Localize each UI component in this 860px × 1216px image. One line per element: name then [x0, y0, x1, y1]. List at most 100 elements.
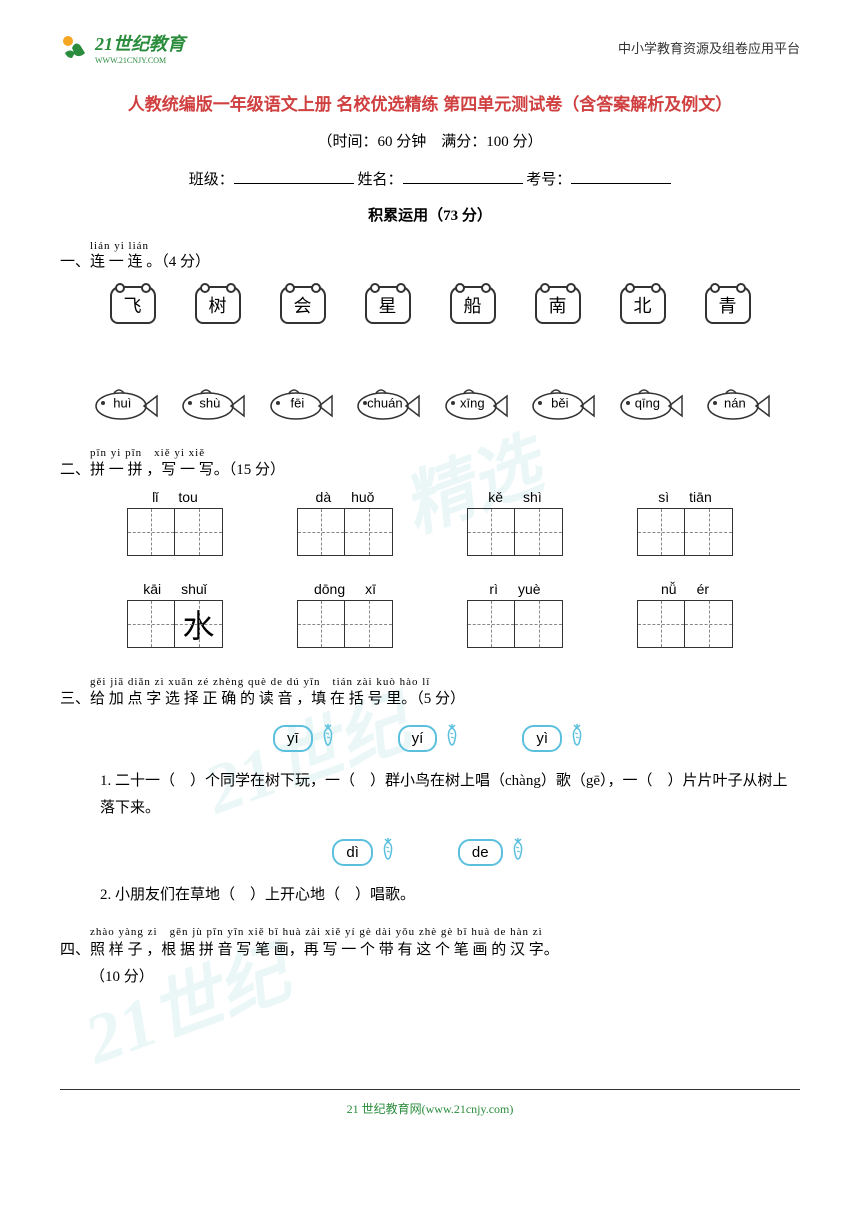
char-tag: 飞	[110, 286, 156, 324]
fish-item: běi	[526, 384, 596, 424]
fish-item: qīng	[614, 384, 684, 424]
tian-box[interactable]	[685, 600, 733, 648]
carrot-option: dì	[332, 837, 398, 867]
grid-boxes	[637, 600, 733, 648]
question-4: zhào yàng zi gēn jù pīn yīn xiě bǐ huà z…	[60, 924, 800, 989]
grid-labels: sìtiān	[658, 489, 711, 505]
logo-icon	[60, 33, 90, 63]
carrot-option: yí	[398, 723, 463, 753]
grid-boxes	[467, 600, 563, 648]
page-header: 21世纪教育 WWW.21CNJY.COM 中小学教育资源及组卷应用平台	[60, 30, 800, 65]
grid-row-1: lǐtou dàhuǒ kěshì sìtiān	[90, 489, 770, 556]
q1-text: 一、连 一 连 。（4 分）	[60, 254, 210, 270]
question-3: gěi jiā diǎn zì xuǎn zé zhèng què de dú …	[60, 673, 800, 708]
grid-labels: rìyuè	[489, 581, 540, 597]
fish-text: xīng	[460, 396, 485, 411]
char-tag: 星	[365, 286, 411, 324]
tian-box[interactable]	[467, 508, 515, 556]
tian-box[interactable]	[127, 508, 175, 556]
tian-box[interactable]	[127, 600, 175, 648]
page-title: 人教统编版一年级语文上册 名校优选精练 第四单元测试卷（含答案解析及例文）	[60, 90, 800, 115]
carrot-option: yì	[522, 723, 587, 753]
grid-labels: kěshì	[488, 489, 541, 505]
grid-boxes	[467, 508, 563, 556]
q4-text: 四、照 样 子 ，根 据 拼 音 写 笔 画，再 写 一 个 带 有 这 个 笔…	[60, 942, 559, 958]
fish-item: nán	[701, 384, 771, 424]
tian-box[interactable]	[345, 600, 393, 648]
fish-item: fēi	[264, 384, 334, 424]
grid-pair: nǚér	[637, 581, 733, 648]
grid-pair: dōngxī	[297, 581, 393, 648]
carrot-icon	[378, 837, 398, 867]
grid-pair: dàhuǒ	[297, 489, 393, 556]
fish-text: qīng	[635, 396, 660, 411]
tian-box[interactable]	[297, 508, 345, 556]
name-blank[interactable]	[403, 166, 523, 184]
grid-boxes	[127, 508, 223, 556]
grid-pair: lǐtou	[127, 489, 223, 556]
logo: 21世纪教育 WWW.21CNJY.COM	[60, 30, 185, 65]
grid-labels: dàhuǒ	[316, 489, 375, 505]
char-tag: 南	[535, 286, 581, 324]
tian-box[interactable]	[685, 508, 733, 556]
section-score: （73 分）	[428, 208, 492, 224]
grid-labels: lǐtou	[152, 489, 198, 505]
char-tag: 会	[280, 286, 326, 324]
q2-text: 二、拼 一 拼 ，写 一 写。（15 分）	[60, 462, 285, 478]
footer-text: 21 世纪教育网(www.21cnjy.com)	[60, 1100, 800, 1117]
tian-box[interactable]	[637, 508, 685, 556]
q3-sub1: 1. 二十一（ ）个同学在树下玩，一（ ）群小鸟在树上唱（chàng）歌（gē）…	[100, 768, 800, 822]
char-tag: 青	[705, 286, 751, 324]
class-label: 班级：	[189, 172, 234, 188]
grid-boxes	[297, 600, 393, 648]
carrot-text: yī	[273, 725, 313, 752]
carrot-text: dì	[332, 839, 373, 866]
q4-pinyin: zhào yàng zi gēn jù pīn yīn xiě bǐ huà z…	[90, 924, 800, 941]
carrot-row-1: yī yí yì	[60, 723, 800, 753]
subtitle: （时间：60 分钟 满分：100 分）	[60, 130, 800, 151]
carrot-option: de	[458, 837, 528, 867]
tian-box-filled[interactable]: 水	[175, 600, 223, 648]
fish-item: xīng	[439, 384, 509, 424]
logo-url: WWW.21CNJY.COM	[95, 56, 185, 65]
carrot-icon	[318, 723, 338, 753]
grid-labels: nǚér	[661, 581, 709, 597]
class-blank[interactable]	[234, 166, 354, 184]
id-blank[interactable]	[571, 166, 671, 184]
fish-text: chuán	[367, 396, 402, 411]
question-2: pīn yi pīn xiě yi xiě 二、拼 一 拼 ，写 一 写。（15…	[60, 444, 800, 479]
grid-boxes	[297, 508, 393, 556]
carrot-row-2: dì de	[60, 837, 800, 867]
grid-labels: dōngxī	[314, 581, 376, 597]
tian-box[interactable]	[637, 600, 685, 648]
grid-boxes: 水	[127, 600, 223, 648]
fish-row: huì shù fēi chuán xīng běi qīng nán	[80, 384, 780, 424]
tian-box[interactable]	[467, 600, 515, 648]
tian-box[interactable]	[515, 508, 563, 556]
grid-pair: sìtiān	[637, 489, 733, 556]
q3-text: 三、给 加 点 字 选 择 正 确 的 读 音 ，填 在 括 号 里。（5 分）	[60, 691, 465, 707]
q1-pinyin: lián yi lián	[90, 240, 800, 252]
footer-line	[60, 1089, 800, 1090]
tian-box[interactable]	[175, 508, 223, 556]
carrot-text: de	[458, 839, 503, 866]
carrot-icon	[508, 837, 528, 867]
id-label: 考号：	[526, 172, 571, 188]
grid-pair: kěshì	[467, 489, 563, 556]
fish-text: fēi	[290, 396, 304, 411]
fish-text: shù	[199, 396, 220, 411]
tian-box[interactable]	[515, 600, 563, 648]
tian-box[interactable]	[297, 600, 345, 648]
carrot-icon	[567, 723, 587, 753]
tian-box[interactable]	[345, 508, 393, 556]
fish-text: nán	[724, 396, 746, 411]
fish-text: huì	[113, 396, 131, 411]
fish-text: běi	[551, 396, 568, 411]
fish-item: chuán	[351, 384, 421, 424]
grid-pair: rìyuè	[467, 581, 563, 648]
q2-pinyin: pīn yi pīn xiě yi xiě	[90, 444, 800, 460]
char-tag: 北	[620, 286, 666, 324]
q3-sub2: 2. 小朋友们在草地（ ）上开心地（ ）唱歌。	[100, 882, 800, 909]
fish-item: shù	[176, 384, 246, 424]
char-tag: 船	[450, 286, 496, 324]
